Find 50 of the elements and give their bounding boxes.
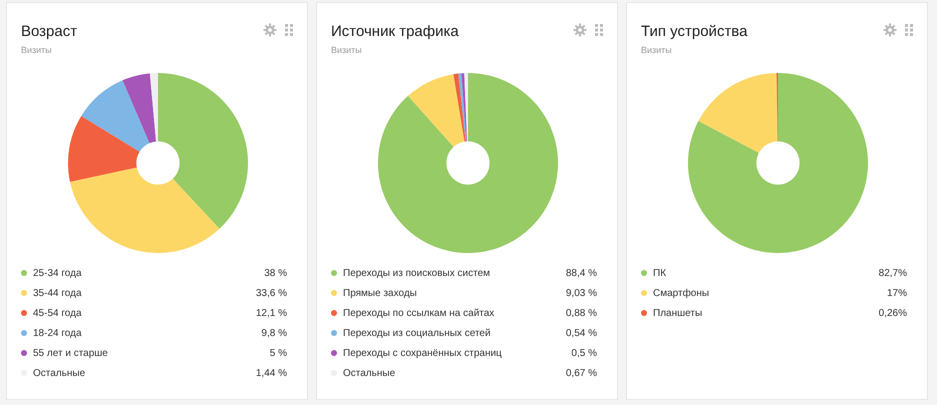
- data-label: 0,67 %: [566, 368, 597, 378]
- legend-label: 35-44 года: [33, 288, 83, 298]
- data-label: 38 %: [264, 268, 287, 278]
- data-label: 17%: [886, 288, 907, 298]
- data-label: 82,7%: [878, 268, 907, 278]
- legend-label: Переходы по ссылкам на сайтах: [343, 308, 496, 318]
- data-label: 0,54 %: [566, 328, 597, 338]
- donut-slice: [458, 73, 466, 142]
- donut-slice: [122, 73, 156, 144]
- data-label: 33,6 %: [256, 288, 287, 298]
- chart-title: Источник трафика: [331, 23, 459, 40]
- legend-label: Переходы из поисковых систем: [343, 268, 492, 278]
- donut-slice: [150, 73, 158, 142]
- donut-slice: [453, 74, 466, 142]
- chart-title: Тип устройства: [641, 23, 748, 40]
- chart-subtitle: Визиты: [641, 45, 672, 55]
- legend-label: Остальные: [343, 368, 396, 378]
- donut-slice: [378, 73, 558, 253]
- legend-label: Остальные: [33, 368, 86, 378]
- chart-subtitle: Визиты: [331, 45, 362, 55]
- donut-slice: [408, 74, 464, 147]
- data-label: 88,4 %: [566, 268, 597, 278]
- legend-label: Планшеты: [653, 308, 704, 318]
- donut-slice: [688, 73, 868, 253]
- data-label: 0,26%: [878, 308, 907, 318]
- chart-subtitle: Визиты: [21, 45, 52, 55]
- donut-slice: [698, 73, 778, 153]
- chart-title: Возраст: [21, 23, 78, 40]
- data-label: 1,44 %: [256, 368, 287, 378]
- legend-label: Смартфоны: [653, 288, 710, 298]
- legend-label: 25-34 года: [33, 268, 83, 278]
- legend-label: Прямые заходы: [343, 288, 418, 298]
- legend-label: 45-54 года: [33, 308, 83, 318]
- donut-slice: [158, 73, 248, 229]
- legend-label: Переходы с сохранённых страниц: [343, 348, 503, 358]
- donut-slice: [464, 73, 468, 142]
- data-label: 5 %: [270, 348, 287, 358]
- donut-slice: [70, 168, 220, 253]
- donut-slice: [81, 80, 150, 152]
- data-label: 12,1 %: [256, 308, 287, 318]
- donut-slice: [68, 116, 140, 182]
- legend-label: Переходы из социальных сетей: [343, 328, 492, 338]
- data-label: 9,8 %: [261, 328, 287, 338]
- legend-label: 55 лет и старше: [33, 348, 109, 358]
- donut-slice: [461, 73, 468, 142]
- data-label: 0,88 %: [566, 308, 597, 318]
- data-label: 0,5 %: [571, 348, 597, 358]
- legend-label: ПК: [653, 268, 668, 278]
- data-label: 9,03 %: [566, 288, 597, 298]
- legend-label: 18-24 года: [33, 328, 83, 338]
